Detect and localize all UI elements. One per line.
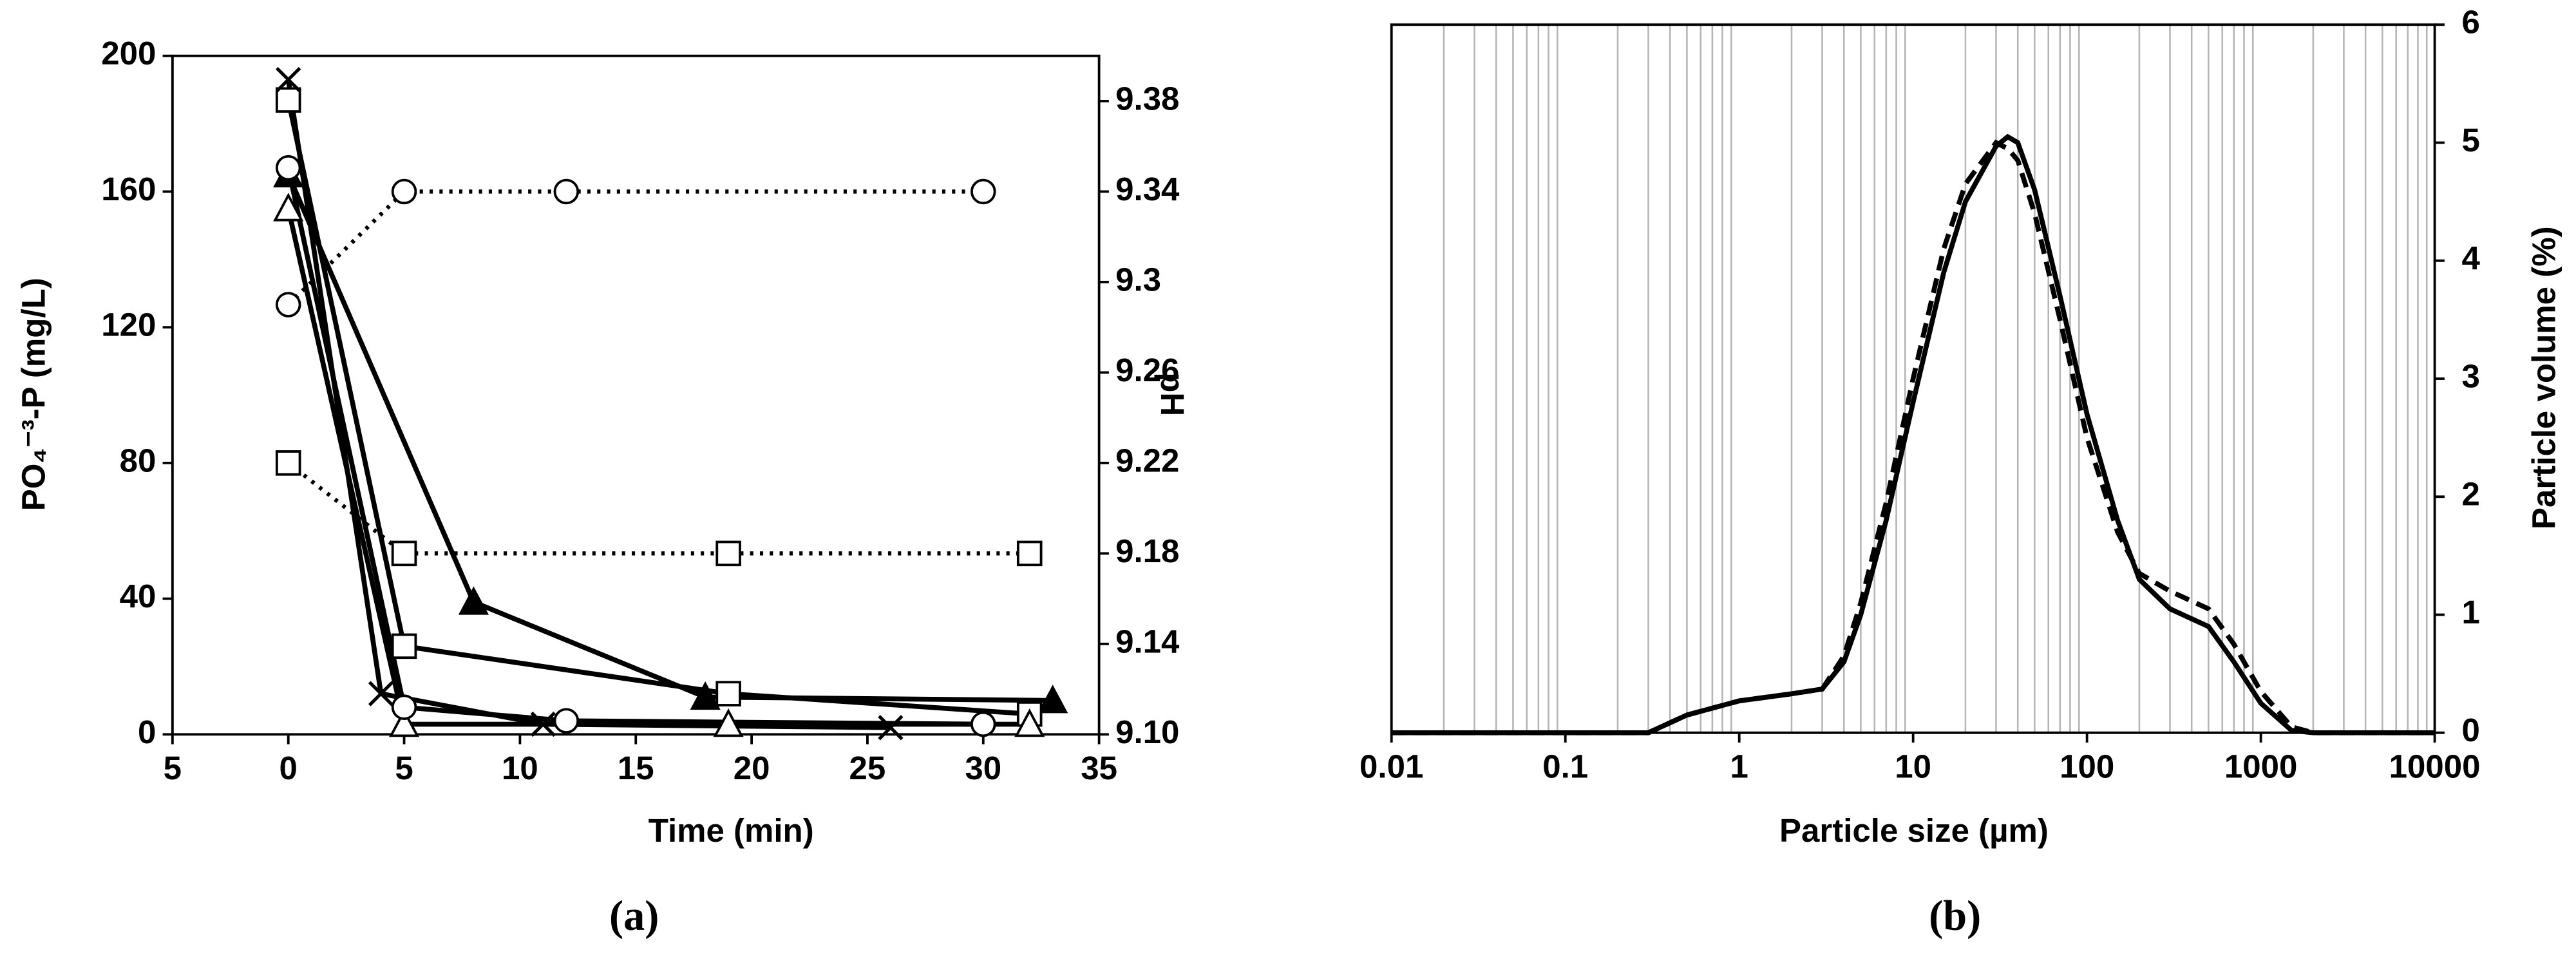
panel-label: (b) bbox=[1929, 893, 1981, 940]
x-tick-label: 1000 bbox=[2224, 748, 2297, 784]
y-tick-label: 3 bbox=[2462, 358, 2480, 395]
marker bbox=[391, 178, 417, 205]
x-axis-title: Time (min) bbox=[649, 812, 814, 849]
y2-tick-label: 9.10 bbox=[1115, 714, 1179, 750]
marker bbox=[275, 450, 301, 476]
marker bbox=[1014, 708, 1045, 737]
x-tick-label: 10 bbox=[1895, 748, 1931, 784]
marker bbox=[391, 694, 417, 720]
y2-tick-label: 9.3 bbox=[1115, 261, 1161, 298]
x-tick-label: 0.1 bbox=[1542, 748, 1588, 784]
series-line bbox=[286, 173, 1053, 703]
marker bbox=[391, 633, 417, 659]
x-tick-label: 0.01 bbox=[1359, 748, 1423, 784]
marker bbox=[1037, 685, 1068, 714]
y2-tick-label: 9.14 bbox=[1115, 623, 1180, 659]
marker bbox=[530, 711, 556, 737]
x-tick-label: 25 bbox=[849, 750, 886, 786]
y2-tick-label: 9.22 bbox=[1115, 442, 1179, 478]
y-axis-title: PO₄⁻³-P (mg/L) bbox=[15, 278, 52, 511]
marker bbox=[275, 87, 301, 113]
y-tick-label: 6 bbox=[2462, 4, 2480, 41]
y-tick-label: 0 bbox=[138, 714, 156, 750]
marker bbox=[458, 586, 489, 615]
x-tick-label: 10 bbox=[502, 750, 538, 786]
series-line bbox=[287, 461, 1030, 556]
marker bbox=[275, 292, 301, 317]
y-axis-title: Particle volume (%) bbox=[2526, 226, 2562, 529]
x-tick-label: 1 bbox=[1730, 748, 1748, 784]
x-tick-label: 5 bbox=[395, 750, 413, 786]
y2-tick-label: 9.26 bbox=[1115, 352, 1179, 388]
y-tick-label: 1 bbox=[2462, 594, 2480, 630]
y-tick-label: 5 bbox=[2462, 122, 2480, 158]
x-tick-label: 100 bbox=[2060, 748, 2114, 784]
y2-axis-title: pH bbox=[1154, 372, 1191, 416]
marker bbox=[553, 178, 580, 205]
y2-tick-label: 9.34 bbox=[1115, 171, 1180, 207]
marker bbox=[273, 193, 304, 222]
marker bbox=[715, 681, 741, 706]
y-tick-label: 0 bbox=[2462, 712, 2480, 748]
x-axis-title: Particle size (µm) bbox=[1779, 812, 2049, 849]
y-tick-label: 200 bbox=[101, 35, 156, 71]
marker bbox=[275, 155, 301, 181]
x-tick-label: 15 bbox=[618, 750, 654, 786]
marker bbox=[553, 708, 580, 734]
marker bbox=[690, 681, 721, 710]
marker bbox=[878, 715, 904, 741]
marker bbox=[971, 711, 996, 737]
y2-tick-label: 9.38 bbox=[1115, 80, 1179, 117]
y-tick-label: 120 bbox=[101, 307, 156, 343]
marker bbox=[713, 708, 744, 737]
y-tick-label: 80 bbox=[120, 442, 156, 478]
x-tick-label: 30 bbox=[965, 750, 1001, 786]
x-tick-label: 35 bbox=[1081, 750, 1117, 786]
series-line bbox=[285, 167, 983, 727]
panel-label: (a) bbox=[609, 893, 659, 940]
y-tick-label: 4 bbox=[2462, 240, 2481, 276]
marker bbox=[391, 540, 417, 567]
marker bbox=[715, 540, 741, 567]
marker bbox=[276, 66, 301, 93]
marker bbox=[388, 708, 420, 737]
marker bbox=[1016, 540, 1043, 567]
x-tick-label: 10000 bbox=[2389, 748, 2481, 784]
y2-tick-label: 9.18 bbox=[1115, 533, 1179, 569]
x-tick-label: 5 bbox=[164, 750, 182, 786]
y-tick-label: 40 bbox=[120, 578, 156, 614]
x-tick-label: 0 bbox=[279, 750, 298, 786]
x-tick-label: 20 bbox=[734, 750, 770, 786]
marker bbox=[971, 178, 996, 205]
y-tick-label: 2 bbox=[2462, 476, 2480, 513]
series-line bbox=[285, 99, 1030, 717]
series-line bbox=[1391, 139, 2435, 735]
y-tick-label: 160 bbox=[101, 171, 156, 207]
marker bbox=[368, 681, 394, 706]
series-line bbox=[287, 189, 983, 307]
